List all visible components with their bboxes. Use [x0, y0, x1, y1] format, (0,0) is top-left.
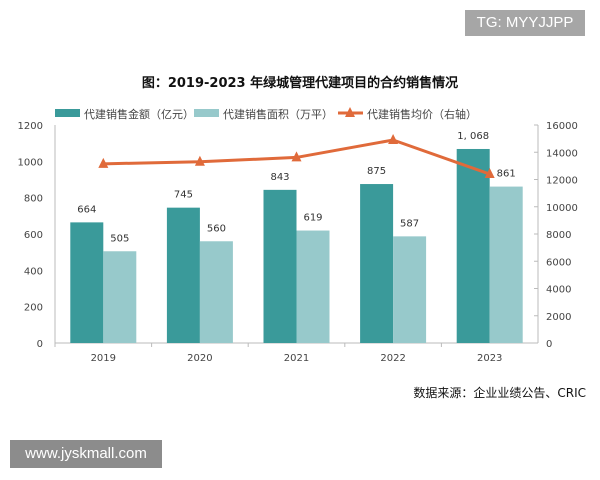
data-label-amount: 875: [367, 166, 386, 177]
legend-marker-price: [345, 107, 355, 117]
legend-label-amount: 代建销售金额（亿元）: [84, 107, 194, 121]
bar-amount-2020: [166, 207, 200, 343]
watermark-bottom: www.jyskmall.com: [10, 440, 162, 468]
data-label-area: 505: [110, 233, 129, 244]
x-tick-label: 2022: [380, 353, 405, 364]
bar-amount-2023: [456, 148, 490, 343]
price-marker-2020: [194, 155, 205, 166]
legend-swatch-area: [194, 109, 219, 117]
data-label-area: 619: [303, 213, 322, 224]
left-tick-label: 600: [24, 230, 43, 241]
watermark-top: TG: MYYJJPP: [465, 10, 585, 36]
left-tick-label: 800: [24, 194, 43, 205]
chart-title: 图：2019-2023 年绿城管理代建项目的合约销售情况: [141, 76, 459, 91]
bar-area-2020: [199, 241, 233, 343]
x-tick-label: 2020: [187, 353, 212, 364]
right-tick-label: 10000: [546, 203, 578, 214]
right-tick-label: 12000: [546, 176, 578, 187]
price-marker-2022: [388, 133, 399, 144]
bar-amount-2022: [360, 184, 394, 343]
price-marker-2019: [98, 157, 109, 168]
legend-swatch-amount: [55, 109, 80, 117]
left-tick-label: 200: [24, 303, 43, 314]
x-tick-label: 2019: [91, 353, 116, 364]
right-tick-label: 4000: [546, 285, 571, 296]
x-tick-label: 2021: [284, 353, 309, 364]
right-tick-label: 16000: [546, 121, 578, 132]
data-label-amount: 1, 068: [457, 131, 489, 142]
right-tick-label: 6000: [546, 257, 571, 268]
bar-amount-2019: [70, 222, 104, 343]
bar-area-2021: [296, 230, 330, 343]
left-tick-label: 1200: [18, 121, 43, 132]
bar-area-2022: [393, 236, 427, 343]
data-label-area: 560: [207, 223, 226, 234]
data-label-amount: 745: [174, 190, 193, 201]
source-note: 数据来源：企业业绩公告、CRIC: [413, 386, 586, 400]
right-tick-label: 8000: [546, 230, 571, 241]
data-label-amount: 843: [270, 172, 289, 183]
bar-area-2019: [103, 251, 137, 343]
legend-label-price: 代建销售均价（右轴）: [367, 107, 477, 121]
right-tick-label: 2000: [546, 312, 571, 323]
price-marker-2023: [484, 168, 495, 179]
right-tick-label: 0: [546, 339, 552, 350]
left-tick-label: 1000: [18, 157, 43, 168]
left-tick-label: 0: [37, 339, 43, 350]
x-tick-label: 2023: [477, 353, 502, 364]
right-tick-label: 14000: [546, 148, 578, 159]
data-label-amount: 664: [77, 204, 96, 215]
data-label-area: 861: [497, 169, 516, 180]
price-marker-2021: [291, 151, 302, 162]
legend-label-area: 代建销售面积（万平）: [223, 107, 333, 121]
data-label-area: 587: [400, 218, 419, 229]
bar-amount-2021: [263, 189, 297, 343]
bar-area-2023: [489, 186, 523, 343]
left-tick-label: 400: [24, 266, 43, 277]
